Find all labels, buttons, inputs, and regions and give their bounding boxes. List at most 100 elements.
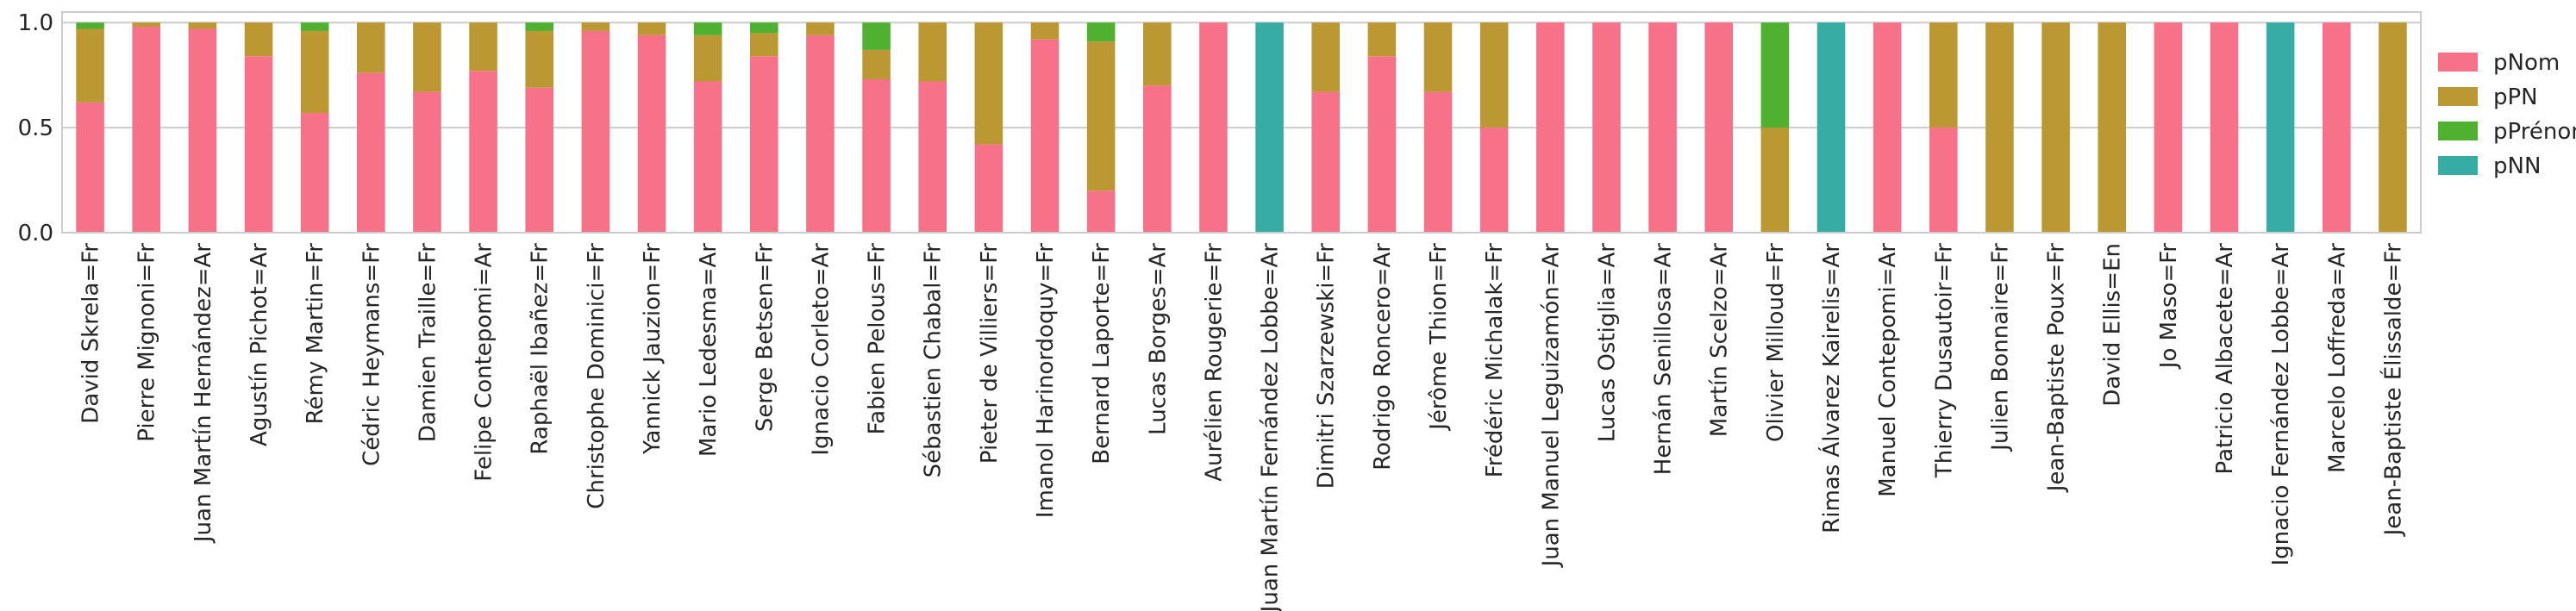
x-tick-label: Agustín Pichot=Ar	[247, 243, 272, 446]
bar-segment-pnom	[1086, 190, 1116, 233]
bar-segment-ppn	[1143, 22, 1172, 86]
x-tick-label: Jean-Baptiste Élissalde=Fr	[2379, 243, 2406, 538]
x-tick-label: Frédéric Michalak=Fr	[1482, 243, 1508, 478]
x-tick-label: Felipe Contepomi=Ar	[472, 243, 497, 482]
bar-segment-ppn	[300, 30, 329, 114]
x-tick-label: Jérôme Thion=Fr	[1426, 243, 1452, 432]
x-tick-label: Ignacio Fernández Lobbe=Ar	[2268, 243, 2294, 566]
bar-segment-pnom	[132, 27, 160, 233]
x-tick-label: Rémy Martin=Fr	[303, 243, 328, 425]
bar-segment-ppn	[974, 22, 1004, 145]
bar-segment-pnom	[974, 144, 1004, 233]
y-tick-label: 0.0	[18, 221, 53, 246]
x-tick-label: Juan Martín Fernández Lobbe=Ar	[1258, 243, 1284, 611]
x-tick-label: Rodrigo Roncero=Ar	[1370, 243, 1396, 471]
x-tick-label: Pierre Mignoni=Fr	[134, 243, 160, 442]
x-tick-label: Juan Martín Hernández=Ar	[191, 243, 216, 544]
bar-segment-pnom	[76, 102, 104, 233]
bar-segment-ppn	[918, 22, 947, 82]
x-tick-label: Bernard Laporte=Fr	[1089, 243, 1115, 464]
x-tick-label: Jean-Baptiste Poux=Fr	[2044, 243, 2070, 494]
bar-segment-ppr-nom	[300, 22, 329, 31]
bar-segment-pnom	[413, 91, 441, 234]
y-tick-label: 1.0	[18, 10, 53, 36]
bar-segment-pnom	[637, 34, 666, 233]
x-tick-label: Juan Manuel Leguizamón=Ar	[1538, 243, 1564, 569]
bar-segment-pnom	[1143, 85, 1172, 233]
x-tick-label: Yannick Jauzion=Fr	[640, 243, 666, 455]
bar-segment-ppn	[637, 22, 666, 35]
bar-segment-pnn	[1816, 22, 1846, 233]
bar-segment-pnom	[188, 28, 217, 233]
bar-segment-pnom	[300, 113, 329, 233]
bar-segment-ppn	[188, 22, 217, 29]
bar-segment-pnn	[1255, 22, 1284, 233]
bar-segment-pnom	[1648, 22, 1677, 233]
bar-segment-ppn	[581, 22, 610, 31]
x-tick-label: Martín Scelzo=Ar	[1707, 243, 1733, 437]
x-axis-ticks: David Skrela=Fr Pierre Mignoni=Fr Juan Mar…	[78, 243, 2407, 611]
bar-segment-ppn	[244, 22, 273, 57]
legend-swatch	[2438, 87, 2478, 106]
x-tick-label: Dimitri Szarzewski=Fr	[1314, 243, 1340, 489]
bar-segment-pnom	[1311, 91, 1340, 234]
bar-segment-ppn	[413, 22, 441, 92]
bar-segment-pnn	[2266, 22, 2295, 233]
bar-segment-pnom	[918, 81, 947, 233]
x-tick-label: David Ellis=En	[2100, 243, 2126, 407]
x-tick-label: Fabien Pelous=Fr	[865, 243, 891, 435]
bar-segment-ppn	[1985, 22, 2014, 233]
x-tick-label: Julien Bonnaire=Fr	[1987, 243, 2013, 452]
bar-segment-ppn	[1479, 22, 1509, 128]
legend-label: pPN	[2493, 84, 2538, 110]
bar-segment-ppr-nom	[1086, 22, 1116, 42]
bar-segment-pnom	[862, 79, 891, 234]
bar-segment-pnom	[750, 56, 778, 233]
bar-segment-pnom	[581, 30, 610, 233]
bar-segment-pnom	[525, 87, 553, 234]
x-tick-label: David Skrela=Fr	[78, 243, 104, 424]
bar-segment-ppn	[132, 22, 160, 28]
bar-segment-ppn	[806, 22, 835, 35]
bar-segment-ppr-nom	[1760, 22, 1790, 128]
plot-frame	[61, 11, 2422, 234]
bar-segment-pnom	[2154, 22, 2183, 233]
x-tick-label: Raphaël Ibañez=Fr	[528, 243, 553, 455]
bar-series	[76, 22, 2407, 234]
x-tick-label: Serge Betsen=Fr	[752, 243, 778, 432]
bar-segment-pnom	[1536, 22, 1565, 233]
x-tick-label: Cédric Heymans=Fr	[359, 243, 385, 466]
bar-segment-pnom	[469, 71, 497, 234]
x-tick-label: Aurélien Rougerie=Fr	[1201, 243, 1227, 482]
bar-segment-ppn	[1311, 22, 1340, 92]
legend-swatch	[2438, 53, 2478, 72]
bar-segment-ppn	[469, 22, 497, 72]
x-tick-label: Manuel Contepomi=Ar	[1875, 243, 1901, 497]
bar-segment-ppn	[1760, 128, 1790, 233]
legend-label: pNom	[2493, 50, 2560, 76]
bar-segment-ppn	[1086, 41, 1116, 191]
bar-segment-ppn	[1030, 22, 1060, 40]
bar-segment-pnom	[1592, 22, 1621, 233]
y-axis-ticks: 0.0 0.5 1.0	[18, 10, 53, 246]
bar-segment-pnom	[1030, 39, 1060, 233]
bar-segment-ppn	[2041, 22, 2070, 233]
x-tick-label: Sébastien Chabal=Fr	[921, 243, 947, 478]
bar-segment-ppn	[1423, 22, 1453, 92]
bar-segment-pnom	[1704, 22, 1733, 233]
bar-segment-ppn	[1929, 22, 1958, 128]
x-tick-label: Ignacio Corleto=Ar	[808, 243, 834, 456]
x-tick-label: Thierry Dusautoir=Fr	[1931, 243, 1957, 478]
x-tick-label: Pieter de Villiers=Fr	[977, 243, 1003, 464]
bar-segment-ppn	[2098, 22, 2126, 233]
bar-segment-pnom	[693, 81, 722, 233]
x-tick-label: Christophe Dominici=Fr	[584, 243, 610, 509]
bar-segment-ppn	[1367, 22, 1397, 57]
bar-segment-ppn	[76, 28, 104, 103]
bar-segment-pnom	[1873, 22, 1902, 233]
legend-label: pNN	[2493, 153, 2541, 179]
legend-label: pPrénom	[2493, 119, 2576, 145]
legend-swatch	[2438, 156, 2478, 175]
